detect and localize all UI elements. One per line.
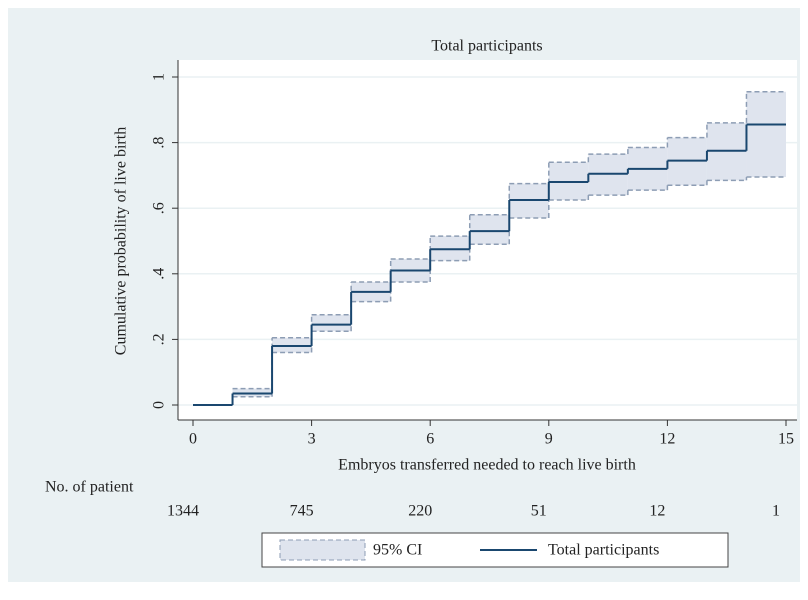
risk-count: 745	[290, 503, 314, 520]
ci-band	[746, 91, 786, 178]
ci-band	[469, 214, 510, 245]
risk-count: 220	[408, 503, 432, 520]
ci-band	[311, 314, 352, 332]
x-tick-label: 15	[778, 431, 794, 448]
x-tick-label: 0	[189, 431, 197, 448]
x-tick-label: 3	[308, 431, 316, 448]
y-tick-label: 0	[151, 401, 168, 409]
y-tick-label: .6	[151, 202, 168, 214]
risk-count: 1344	[167, 503, 199, 520]
y-axis-title: Cumulative probability of live birth	[113, 127, 130, 355]
risk-count: 12	[649, 503, 665, 520]
y-tick-label: .8	[151, 137, 168, 149]
legend-label: 95% CI	[373, 542, 422, 559]
x-tick-label: 6	[426, 431, 434, 448]
chart-title: Total participants	[431, 38, 542, 55]
legend-swatch	[279, 539, 366, 561]
x-tick-label: 9	[545, 431, 553, 448]
x-tick-label: 12	[659, 431, 675, 448]
risk-count: 51	[531, 503, 547, 520]
legend-label: Total participants	[548, 542, 659, 559]
x-axis-title: Embryos transferred needed to reach live…	[338, 457, 636, 474]
y-tick-label: 1	[151, 73, 168, 81]
risk-count: 1	[772, 503, 780, 520]
risk-table-label: No. of patient	[45, 479, 134, 496]
y-tick-label: .2	[151, 333, 168, 345]
y-tick-label: .4	[151, 268, 168, 280]
